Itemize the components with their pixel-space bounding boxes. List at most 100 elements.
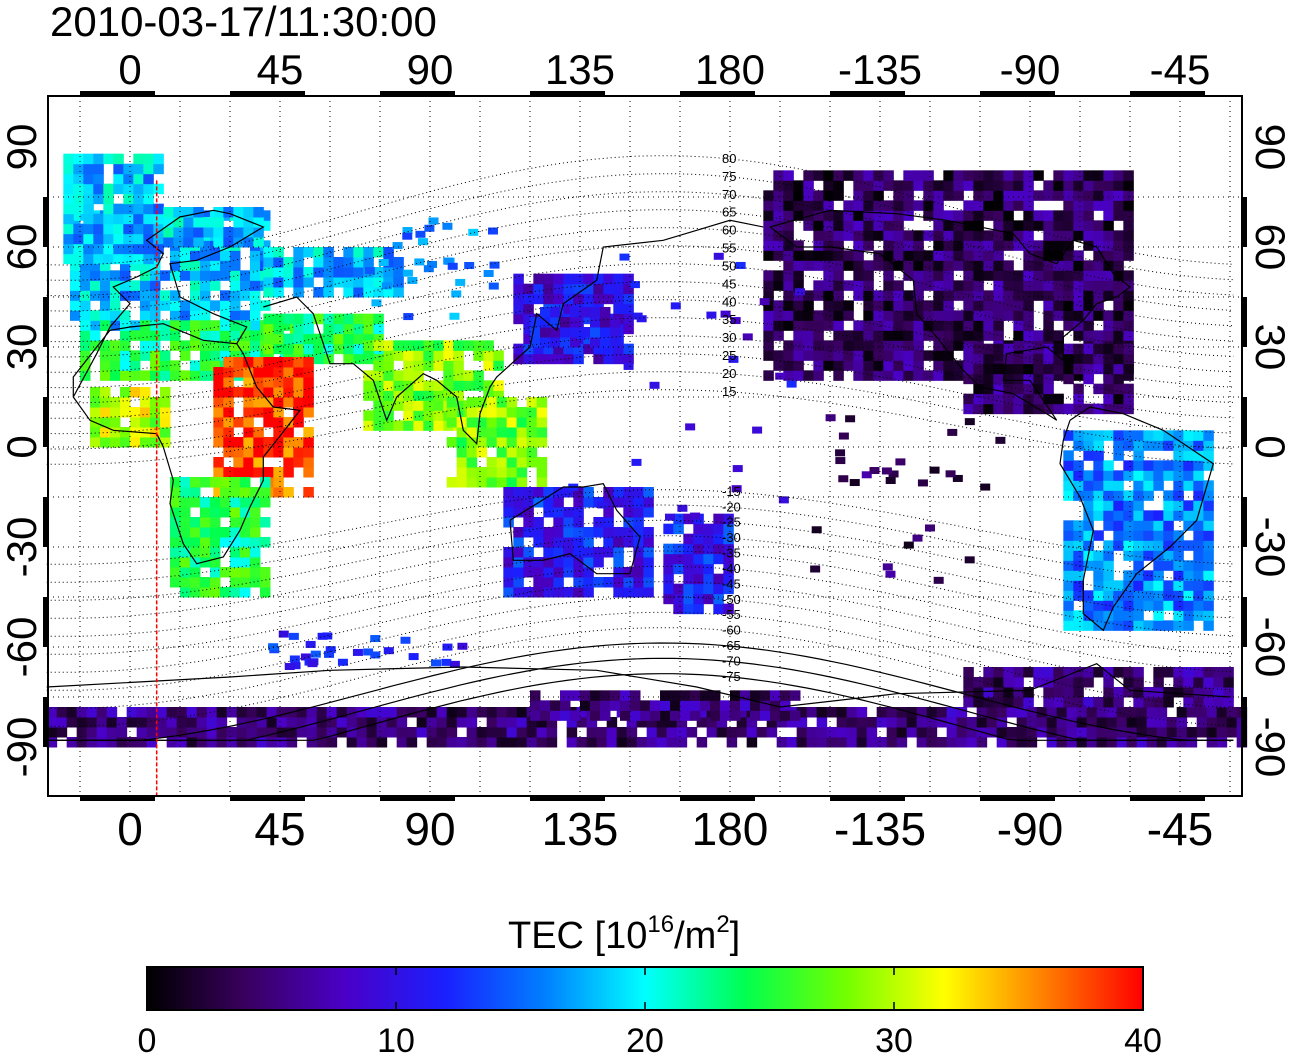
- tec-cell: [1123, 403, 1134, 415]
- tec-cell: [1063, 687, 1074, 698]
- tec-cell: [943, 330, 954, 341]
- tec-cell: [1183, 500, 1194, 511]
- tec-cell: [466, 397, 478, 408]
- tec-cell: [573, 283, 584, 295]
- tec-cell: [1103, 570, 1114, 581]
- tec-cell: [233, 447, 244, 458]
- tec-cell: [583, 527, 594, 538]
- tec-cell: [1113, 470, 1124, 481]
- tec-cell: [723, 533, 734, 545]
- tec-cell: [1133, 440, 1144, 451]
- tec-cell: [1203, 590, 1214, 601]
- tec-cell: [553, 283, 564, 295]
- tec-cell: [100, 280, 111, 291]
- tec-cell: [943, 280, 954, 291]
- tec-cell: [550, 327, 561, 338]
- tec-cell: [1093, 560, 1104, 571]
- tec-cell: [983, 250, 994, 261]
- tec-cell: [230, 507, 241, 518]
- tec-cell: [186, 727, 198, 738]
- tec-cell: [903, 240, 914, 251]
- tec-cell: [993, 393, 1004, 405]
- tec-cell: [293, 457, 304, 468]
- tec-cell: [414, 258, 425, 266]
- tec-cell: [1033, 353, 1044, 365]
- tec-cell: [973, 330, 984, 341]
- tec-cell: [83, 193, 94, 205]
- tec-cell: [150, 437, 161, 448]
- tec-cell: [1113, 580, 1124, 591]
- tec-cell: [1153, 677, 1164, 688]
- tec-cell: [1193, 540, 1204, 551]
- tec-cell: [783, 230, 794, 241]
- tec-cell: [543, 293, 554, 305]
- tec-cell: [1093, 530, 1104, 541]
- tec-cell: [1093, 610, 1104, 621]
- tec-cell: [1103, 393, 1114, 405]
- tec-cell: [573, 507, 584, 518]
- tec-cell: [200, 370, 211, 381]
- tec-cell: [983, 687, 994, 698]
- tec-cell: [1123, 300, 1134, 311]
- tec-cell: [190, 360, 201, 371]
- tec-cell: [1066, 707, 1078, 718]
- tec-cell: [903, 260, 914, 271]
- tec-cell: [833, 300, 844, 311]
- tec-cell: [173, 237, 184, 248]
- tec-cell: [353, 353, 364, 365]
- tec-cell: [453, 380, 464, 391]
- tec-cell: [337, 658, 348, 666]
- tec-cell: [643, 567, 654, 578]
- tec-cell: [1203, 610, 1214, 621]
- tec-cell: [333, 343, 344, 355]
- tec-cell: [1073, 310, 1084, 321]
- tec-cell: [843, 360, 854, 371]
- tec-cell: [1153, 570, 1164, 581]
- tec-cell: [1083, 300, 1094, 311]
- tec-cell: [230, 260, 241, 271]
- tec-cell: [670, 302, 681, 310]
- tec-cell: [93, 243, 104, 255]
- tec-cell: [613, 353, 624, 365]
- tec-cell: [710, 700, 721, 711]
- tec-cell: [813, 350, 824, 361]
- tec-cell: [413, 380, 424, 391]
- tec-cell: [813, 230, 824, 241]
- tec-cell: [403, 390, 414, 401]
- tec-cell: [153, 243, 164, 255]
- tec-cell: [170, 517, 181, 528]
- tec-cell: [1183, 697, 1194, 708]
- tec-cell: [83, 213, 94, 225]
- tec-cell: [793, 270, 804, 281]
- tec-cell: [613, 557, 624, 568]
- tec-cell: [243, 467, 254, 478]
- tec-cell: [133, 193, 144, 205]
- tec-cell: [90, 310, 101, 321]
- tec-cell: [786, 737, 798, 748]
- tec-cell: [273, 467, 284, 478]
- tec-cell: [1043, 353, 1054, 365]
- tec-cell: [486, 717, 498, 728]
- tec-cell: [610, 337, 621, 348]
- tec-cell: [1023, 200, 1034, 211]
- tec-cell: [1093, 490, 1104, 501]
- mlat-label: 30: [722, 330, 736, 345]
- tec-cell: [885, 477, 896, 485]
- tec-cell: [66, 707, 78, 718]
- tec-cell: [543, 537, 554, 548]
- tec-cell: [506, 417, 518, 428]
- tec-cell: [1063, 450, 1074, 461]
- tec-cell: [408, 653, 419, 661]
- tec-cell: [376, 727, 388, 738]
- tec-cell: [260, 587, 271, 598]
- tec-cell: [1086, 727, 1098, 738]
- tec-cell: [1093, 697, 1104, 708]
- tec-cell: [876, 707, 888, 718]
- tec-cell: [100, 370, 111, 381]
- tec-cell: [1023, 667, 1034, 678]
- tec-cell: [100, 437, 111, 448]
- tec-cell: [402, 269, 413, 277]
- tec-cell: [1023, 290, 1034, 301]
- tec-cell: [1203, 440, 1214, 451]
- tec-cell: [526, 447, 538, 458]
